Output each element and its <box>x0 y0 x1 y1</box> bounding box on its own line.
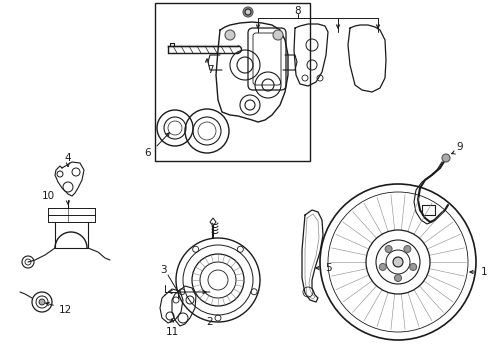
Circle shape <box>39 299 45 305</box>
Circle shape <box>394 274 401 282</box>
Text: 9: 9 <box>457 142 464 152</box>
Circle shape <box>379 264 386 270</box>
Circle shape <box>245 9 251 15</box>
Text: 11: 11 <box>166 327 179 337</box>
Circle shape <box>404 246 411 253</box>
Text: 1: 1 <box>481 267 488 277</box>
Circle shape <box>410 264 416 270</box>
Text: 6: 6 <box>145 148 151 158</box>
Circle shape <box>442 154 450 162</box>
Text: 2: 2 <box>207 317 213 327</box>
Text: 8: 8 <box>294 6 301 16</box>
Bar <box>155 3 310 161</box>
Circle shape <box>385 246 392 253</box>
Circle shape <box>393 257 403 267</box>
Text: 12: 12 <box>58 305 72 315</box>
Text: 7: 7 <box>207 65 213 75</box>
Circle shape <box>273 30 283 40</box>
Text: 4: 4 <box>65 153 72 163</box>
Text: 5: 5 <box>325 263 331 273</box>
Text: 10: 10 <box>42 191 54 201</box>
Circle shape <box>225 30 235 40</box>
Circle shape <box>243 7 253 17</box>
Text: 3: 3 <box>160 265 166 275</box>
